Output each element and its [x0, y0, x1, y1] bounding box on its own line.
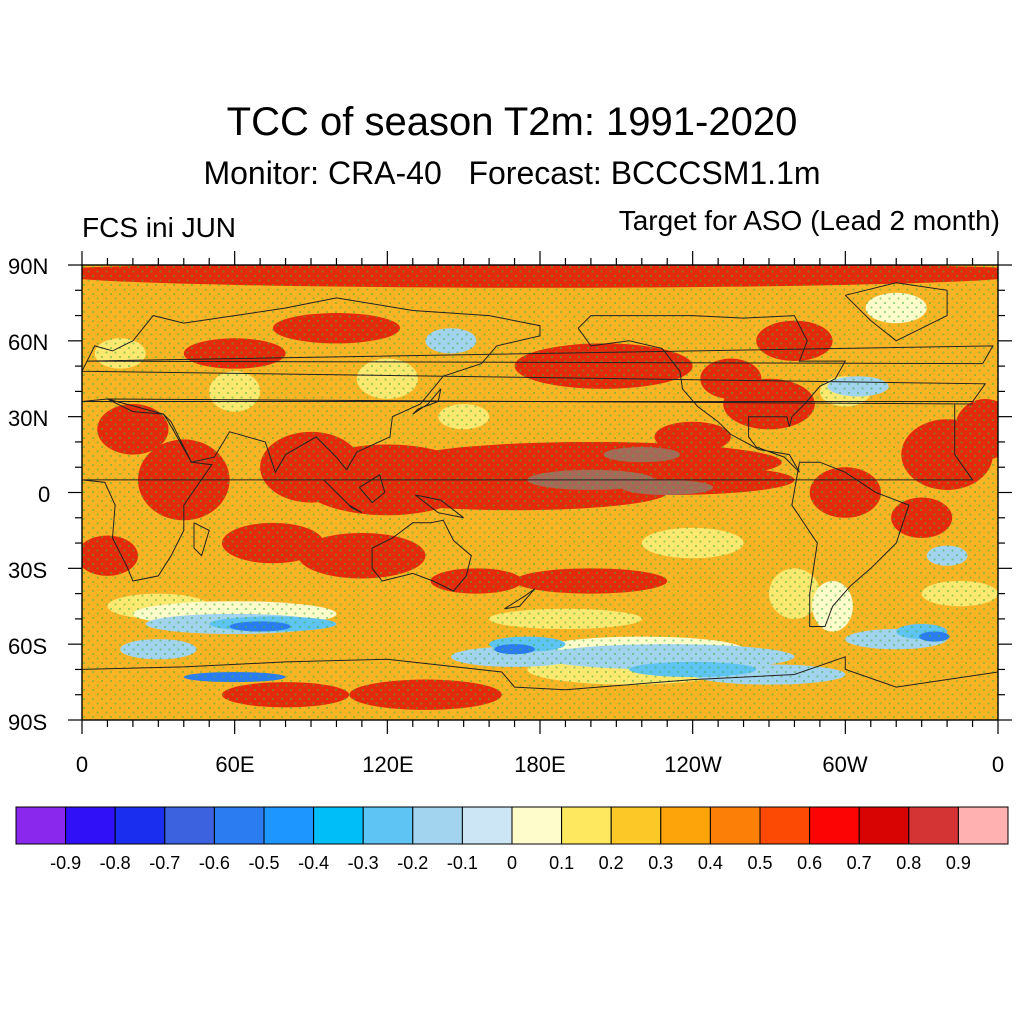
colorbar-label: 0.5: [747, 853, 773, 873]
lat-label-60n: 60N: [8, 330, 49, 355]
colorbar-label: -0.9: [50, 853, 82, 873]
coastline-segment: [791, 461, 910, 627]
colorbar-label: -0.1: [446, 853, 478, 873]
lon-label-0-right: 0: [991, 752, 1005, 777]
colorbar: [15, 806, 1009, 845]
lat-label-eq: 0: [38, 482, 51, 507]
coastline-segment: [504, 588, 536, 610]
lat-label-60s: 60S: [8, 634, 48, 659]
colorbar-label: -0.5: [248, 853, 280, 873]
colorbar-swatch: [461, 806, 513, 845]
coastline-segment: [323, 479, 363, 514]
colorbar-label: 0.4: [697, 853, 723, 873]
lon-label-60w: 60W: [822, 752, 868, 777]
colorbar-label: 0.1: [549, 853, 575, 873]
colorbar-swatch: [164, 806, 215, 845]
lat-label-90n: 90N: [8, 254, 49, 279]
coastline-segment: [577, 315, 847, 473]
coastline-segment: [844, 282, 948, 342]
coastline-segment: [82, 297, 987, 474]
colorbar-swatch: [65, 806, 116, 845]
coastline-segment: [193, 522, 210, 557]
colorbar-label: -0.6: [198, 853, 230, 873]
coastlines: [82, 282, 998, 691]
colorbar-swatch: [709, 806, 761, 845]
colorbar-swatch: [858, 806, 910, 845]
colorbar-swatch: [660, 806, 711, 845]
colorbar-swatch: [15, 806, 67, 845]
colorbar-swatch: [362, 806, 414, 845]
lon-label-180e: 180E: [514, 752, 566, 777]
colorbar-label: 0.7: [846, 853, 872, 873]
lat-label-90s: 90S: [8, 710, 48, 735]
chart-subtitle: Monitor: CRA-40 Forecast: BCCCSM1.1m: [203, 155, 821, 191]
coastline-segment: [371, 519, 472, 592]
colorbar-swatch: [610, 806, 662, 845]
coastline-segment: [412, 388, 442, 415]
colorbar-label: -0.7: [149, 853, 181, 873]
colorbar-swatch: [511, 806, 563, 845]
coastline-segment: [358, 474, 386, 504]
lon-label-0: 0: [75, 752, 89, 777]
coastline-segment: [82, 398, 974, 582]
colorbar-label: 0.8: [896, 853, 922, 873]
lon-label-60e: 60E: [215, 752, 255, 777]
colorbar-label: -0.2: [397, 853, 429, 873]
lat-label-30n: 30N: [8, 406, 49, 431]
colorbar-label: 0.3: [648, 853, 674, 873]
colorbar-swatch: [412, 806, 463, 845]
colorbar-swatch: [759, 806, 811, 845]
init-month-label: FCS ini JUN: [82, 212, 237, 243]
coastline-segment: [82, 656, 998, 691]
colorbar-swatch: [809, 806, 860, 845]
colorbar-label: -0.8: [99, 853, 131, 873]
colorbar-swatch: [957, 806, 1009, 845]
colorbar-label: 0: [506, 853, 518, 873]
colorbar-swatch: [561, 806, 612, 845]
colorbar-swatch: [213, 806, 265, 845]
coastline-segment: [414, 494, 465, 519]
chart-title: TCC of season T2m: 1991-2020: [226, 100, 798, 144]
coastline-segment: [87, 345, 994, 365]
correlation-field: [82, 265, 998, 720]
colorbar-label: 0.6: [797, 853, 823, 873]
colorbar-swatch: [313, 806, 364, 845]
lon-label-120w: 120W: [664, 752, 722, 777]
lat-label-30s: 30S: [8, 558, 48, 583]
colorbar-swatch: [263, 806, 315, 845]
axis-ticks: [68, 251, 1012, 734]
colorbar-swatch: [908, 806, 959, 845]
lon-label-120e: 120E: [362, 752, 414, 777]
colorbar-label: 0.2: [598, 853, 624, 873]
significance-stipple: [82, 265, 998, 720]
colorbar-label: -0.3: [347, 853, 379, 873]
colorbar-label: 0.9: [945, 853, 971, 873]
target-season-label: Target for ASO (Lead 2 month): [618, 205, 1000, 236]
colorbar-label: -0.4: [298, 853, 330, 873]
colorbar-swatch: [114, 806, 166, 845]
